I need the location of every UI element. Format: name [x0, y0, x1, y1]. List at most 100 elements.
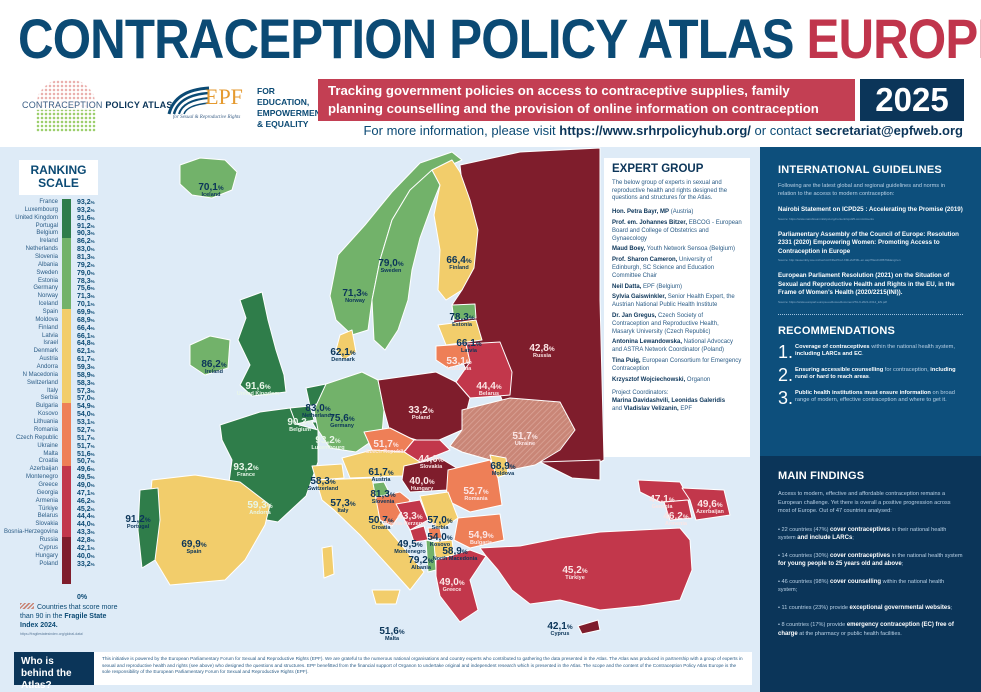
epf-logo: EPF for Sexual & Reproductive Rights FOR… — [165, 80, 326, 129]
ranking-row: Estonia 78,3% — [4, 278, 100, 286]
country-label-ireland[interactable]: 86,2% Ireland — [201, 360, 226, 376]
country-name: Ukraine — [514, 441, 536, 447]
country-percent: 90,3% — [287, 417, 313, 428]
country-label-andorra[interactable]: 59,3% Andorra — [247, 501, 272, 517]
country-label-bosnia-herzegovina[interactable]: 43,3% Bosnia-Herzegovina — [384, 512, 437, 528]
country-label-france[interactable]: 93,2% France — [233, 463, 258, 479]
country-label-slovakia[interactable]: 44,0% Slovakia — [418, 455, 443, 471]
country-label-moldova[interactable]: 68,9% Moldova — [490, 462, 515, 478]
country-label-spain[interactable]: 69,9% Spain — [181, 540, 206, 556]
ranking-country: France — [39, 199, 58, 205]
finding-mid: within the national health system; — [778, 578, 945, 594]
ranking-country: Andorra — [36, 364, 58, 371]
country-label-russia[interactable]: 42,8% Russia — [529, 344, 554, 360]
ranking-country: Bulgaria — [35, 403, 58, 410]
country-label-sweden[interactable]: 79,0% Sweden — [378, 259, 403, 275]
ranking-value-number: 91,2 — [77, 222, 91, 230]
ranking-value-number: 93,2 — [77, 199, 91, 206]
country-label-montenegro[interactable]: 49,5% Montenegro — [394, 540, 425, 556]
country-label-iceland[interactable]: 70,1% Iceland — [198, 183, 223, 199]
ranking-value-number: 69,9 — [77, 309, 91, 317]
guideline-title: European Parliament Resolution (2021) on… — [778, 272, 955, 296]
ranking-row: Latvia 66,1% — [4, 333, 100, 341]
country-label-poland[interactable]: 33,2% Poland — [408, 406, 433, 422]
country-label-malta[interactable]: 51,6% Malta — [379, 627, 404, 643]
ranking-country: Hungary — [35, 552, 58, 559]
recommendation-bold: Coverage of contraceptives — [795, 343, 870, 350]
ranking-row: Malta 51,6% — [4, 451, 100, 459]
expert-member: Prof. em. Johannes Bitzer, EBCOG - Europ… — [612, 220, 742, 243]
country-label-albania[interactable]: 79,2% Albania — [408, 556, 433, 572]
country-label-slovenia[interactable]: 81,3% Slovenia — [370, 490, 395, 506]
country-label-ukraine[interactable]: 51,7% Ukraine — [512, 432, 537, 448]
ranking-country: Latvia — [41, 332, 58, 339]
ranking-value: 70,1% — [77, 301, 95, 309]
ranking-value: 90,3% — [77, 230, 95, 238]
country-label-lithuania[interactable]: 53,1% Lithuania — [446, 357, 471, 373]
country-label-croatia[interactable]: 50,7% Croatia — [368, 516, 393, 532]
ranking-country: Denmark — [33, 348, 58, 355]
country-label-latvia[interactable]: 66,1% Latvia — [456, 339, 481, 355]
country-label-germany[interactable]: 75,6% Germany — [329, 414, 354, 430]
website-link[interactable]: https://www.srhrpolicyhub.org/ — [559, 123, 751, 138]
fragile-state-note: Countries that score more than 90 in the… — [20, 603, 120, 639]
ranking-row: Armenia 46,2% — [4, 498, 100, 506]
country-label-norway[interactable]: 71,3% Norway — [342, 289, 367, 305]
country-label-denmark[interactable]: 62,1% Denmark — [330, 348, 355, 364]
expert-name: Sylvia Gaiswinkler, — [612, 294, 667, 301]
country-percent: 71,3% — [342, 288, 368, 299]
country-label-azerbaijan[interactable]: 49,6% Azerbaijan — [696, 500, 724, 516]
finding-bold: cover contraceptives — [830, 526, 891, 533]
ranking-row: Serbia 57,0% — [4, 395, 100, 403]
country-label-belarus[interactable]: 44,4% Belarus — [476, 382, 501, 398]
country-label-t-rkiye[interactable]: 45,2% Türkiye — [562, 566, 587, 582]
country-label-bulgaria[interactable]: 54,9% Bulgaria — [468, 531, 493, 547]
country-label-north-macedonia[interactable]: 58,9% North Macedonia — [433, 547, 478, 563]
guideline-source-link[interactable]: Source: https://www.europarl.europa.eu/d… — [778, 299, 888, 304]
country-name: Switzerland — [307, 486, 339, 492]
country-name: Montenegro — [394, 549, 426, 555]
country-label-belgium[interactable]: 90,3% Belgium — [287, 418, 312, 434]
country-label-cyprus[interactable]: 42,1% Cyprus — [547, 622, 572, 638]
guideline-source-link[interactable]: Source: https://www.nairobisummiticpd.or… — [778, 216, 874, 221]
fragile-source-link[interactable]: https://fragilestatesindex.org/global-da… — [20, 632, 84, 636]
ranking-row: Andorra 59,3% — [4, 364, 100, 372]
country-label-serbia[interactable]: 57,0% Serbia — [427, 516, 452, 532]
finding-bold: cover contraceptives — [830, 552, 891, 559]
finding-mid: in their national health system — [778, 526, 947, 542]
ranking-row: Netherlands 83,0% — [4, 246, 100, 254]
country-label-romania[interactable]: 52,7% Romania — [463, 487, 488, 503]
ranking-value: 44,0% — [77, 521, 95, 529]
country-name: Moldova — [491, 471, 515, 477]
country-label-luxembourg[interactable]: 93,2% Luxembourg — [311, 436, 344, 452]
country-label-finland[interactable]: 66,4% Finland — [446, 256, 471, 272]
country-name: France — [236, 472, 256, 478]
ranking-value: 78,3% — [77, 277, 95, 285]
country-label-kosovo[interactable]: 54,0% Kosovo — [427, 533, 452, 549]
ranking-country: Belgium — [36, 230, 58, 237]
country-label-greece[interactable]: 49,0% Greece — [439, 578, 464, 594]
ranking-value: 57,3% — [77, 387, 95, 395]
recommendation-item: 3. Public health institutions must ensure… — [778, 388, 963, 408]
country-percent: 66,4% — [446, 255, 472, 266]
country-name: Georgia — [651, 504, 673, 510]
country-label-united-kingdom[interactable]: 91,6% United Kingdom — [237, 382, 279, 398]
country-percent-value: 75,6 — [329, 413, 349, 424]
guideline-source-link[interactable]: Source: http://assembly.coe.int/nw/xml/X… — [778, 258, 901, 262]
ranking-value: 51,7% — [77, 442, 95, 450]
country-label-italy[interactable]: 57,3% Italy — [330, 499, 355, 515]
country-label-hungary[interactable]: 40,0% Hungary — [409, 477, 434, 493]
country-label-armenia[interactable]: 46,2% Armenia — [663, 512, 688, 528]
ranking-country: Slovakia — [35, 521, 58, 528]
country-label-czech-republic[interactable]: 51,7% Czech Republic — [366, 440, 407, 456]
country-label-switzerland[interactable]: 58,3% Switzerland — [308, 477, 339, 493]
project-coordinators: Project Coordinators: Marina Davidashvil… — [612, 390, 726, 412]
country-label-portugal[interactable]: 91,2% Portugal — [125, 515, 150, 531]
country-label-austria[interactable]: 61,7% Austria — [368, 468, 393, 484]
finding-tail: ; — [901, 561, 904, 567]
country-label-georgia[interactable]: 47,1% Georgia — [649, 495, 674, 511]
country-label-estonia[interactable]: 78,3% Estonia — [449, 313, 474, 329]
email-link[interactable]: secretariat@epfweb.org — [815, 123, 963, 138]
country-label-netherlands[interactable]: 83,0% Netherlands — [302, 404, 334, 420]
country-name: Azerbaijan — [696, 509, 724, 515]
